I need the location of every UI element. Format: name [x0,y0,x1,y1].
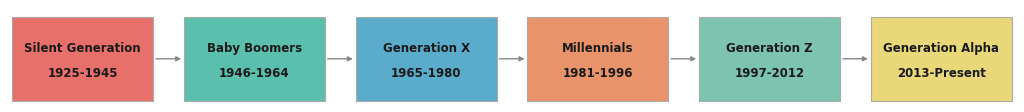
Text: Generation Z: Generation Z [726,42,813,55]
FancyBboxPatch shape [699,17,840,101]
FancyBboxPatch shape [12,17,154,101]
Text: 1925-1945: 1925-1945 [47,67,118,80]
Text: Millennials: Millennials [562,42,634,55]
FancyBboxPatch shape [870,17,1012,101]
Text: 1981-1996: 1981-1996 [562,67,633,80]
Text: Generation X: Generation X [383,42,470,55]
FancyBboxPatch shape [527,17,669,101]
Text: Silent Generation: Silent Generation [25,42,141,55]
Text: Generation Alpha: Generation Alpha [884,42,999,55]
Text: 1997-2012: 1997-2012 [734,67,805,80]
FancyBboxPatch shape [184,17,325,101]
Text: Baby Boomers: Baby Boomers [207,42,302,55]
Text: 1946-1964: 1946-1964 [219,67,290,80]
Text: 2013-Present: 2013-Present [897,67,986,80]
Text: 1965-1980: 1965-1980 [391,67,462,80]
FancyBboxPatch shape [355,17,497,101]
